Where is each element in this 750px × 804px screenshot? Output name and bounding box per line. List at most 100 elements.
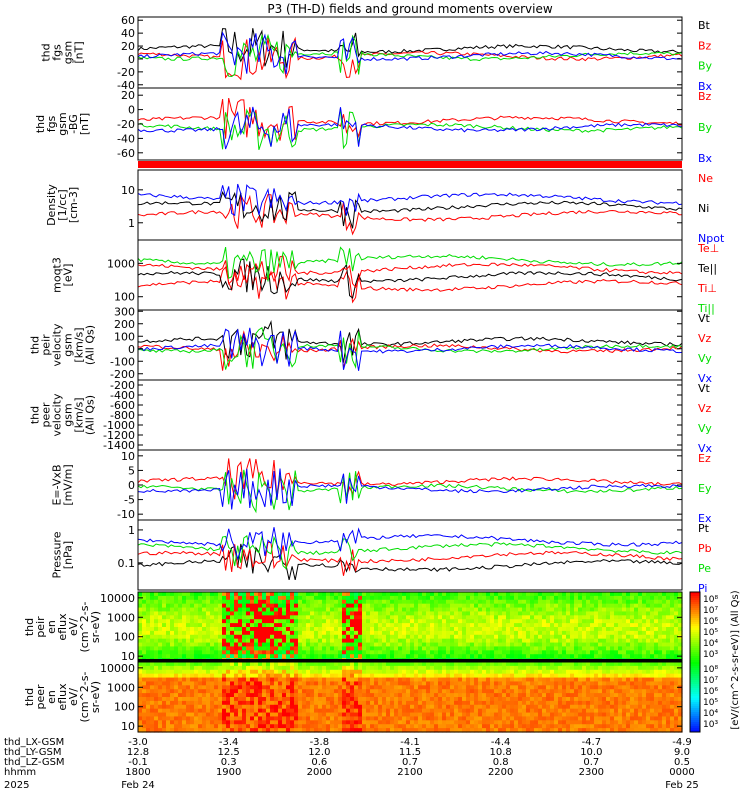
heatmap-cell: [626, 693, 631, 697]
heatmap-cell: [338, 701, 343, 705]
heatmap-cell: [394, 724, 399, 728]
heatmap-cell: [642, 724, 647, 728]
heatmap-cell: [202, 666, 207, 670]
heatmap-cell: [626, 631, 631, 635]
heatmap-cell: [614, 685, 619, 689]
heatmap-cell: [602, 713, 607, 717]
heatmap-cell: [654, 623, 659, 627]
heatmap-cell: [462, 611, 467, 615]
heatmap-cell: [182, 623, 187, 627]
heatmap-cell: [202, 608, 207, 612]
heatmap-cell: [406, 670, 411, 674]
heatmap-cell: [390, 608, 395, 612]
heatmap-cell: [366, 678, 371, 682]
heatmap-cell: [342, 678, 347, 682]
heatmap-cell: [554, 701, 559, 705]
heatmap-cell: [590, 662, 595, 666]
heatmap-cell: [378, 697, 383, 701]
heatmap-cell: [258, 685, 263, 689]
heatmap-cell: [202, 627, 207, 631]
heatmap-cell: [646, 701, 651, 705]
heatmap-cell: [298, 623, 303, 627]
heatmap-cell: [210, 639, 215, 643]
heatmap-cell: [642, 604, 647, 608]
heatmap-cell: [214, 615, 219, 619]
heatmap-cell: [422, 619, 427, 623]
heatmap-cell: [182, 666, 187, 670]
heatmap-cell: [342, 697, 347, 701]
heatmap-cell: [626, 646, 631, 650]
heatmap-cell: [610, 674, 615, 678]
heatmap-cell: [474, 689, 479, 693]
heatmap-cell: [310, 666, 315, 670]
heatmap-cell: [142, 674, 147, 678]
heatmap-cell: [258, 604, 263, 608]
heatmap-cell: [186, 627, 191, 631]
heatmap-cell: [438, 701, 443, 705]
heatmap-cell: [362, 701, 367, 705]
heatmap-cell: [278, 689, 283, 693]
heatmap-cell: [626, 654, 631, 658]
heatmap-cell: [414, 724, 419, 728]
heatmap-cell: [242, 713, 247, 717]
heatmap-cell: [378, 689, 383, 693]
heatmap-cell: [326, 654, 331, 658]
heatmap-cell: [486, 611, 491, 615]
y-axis-label: [nT]: [78, 113, 91, 135]
heatmap-cell: [354, 596, 359, 600]
heatmap-cell: [394, 689, 399, 693]
heatmap-cell: [186, 662, 191, 666]
heatmap-cell: [322, 611, 327, 615]
heatmap-cell: [394, 646, 399, 650]
heatmap-cell: [562, 720, 567, 724]
heatmap-cell: [418, 600, 423, 604]
heatmap-cell: [434, 720, 439, 724]
heatmap-cell: [594, 697, 599, 701]
heatmap-cell: [162, 674, 167, 678]
heatmap-cell: [194, 619, 199, 623]
heatmap-cell: [270, 720, 275, 724]
heatmap-cell: [650, 681, 655, 685]
heatmap-cell: [414, 674, 419, 678]
heatmap-cell: [350, 623, 355, 627]
heatmap-cell: [434, 650, 439, 654]
heatmap-cell: [490, 596, 495, 600]
heatmap-cell: [234, 720, 239, 724]
heatmap-cell: [650, 596, 655, 600]
heatmap-cell: [274, 592, 279, 596]
heatmap-cell: [178, 592, 183, 596]
heatmap-cell: [598, 600, 603, 604]
heatmap-cell: [614, 650, 619, 654]
heatmap-cell: [442, 650, 447, 654]
heatmap-cell: [370, 697, 375, 701]
heatmap-cell: [482, 627, 487, 631]
heatmap-cell: [314, 627, 319, 631]
legend-bz: Bz: [698, 90, 712, 103]
heatmap-cell: [414, 685, 419, 689]
heatmap-cell: [570, 654, 575, 658]
heatmap-cell: [414, 596, 419, 600]
heatmap-cell: [326, 681, 331, 685]
heatmap-cell: [186, 666, 191, 670]
heatmap-cell: [550, 619, 555, 623]
heatmap-cell: [406, 697, 411, 701]
heatmap-cell: [394, 674, 399, 678]
heatmap-cell: [438, 674, 443, 678]
heatmap-cell: [358, 709, 363, 713]
heatmap-cell: [454, 623, 459, 627]
heatmap-cell: [598, 705, 603, 709]
heatmap-cell: [614, 596, 619, 600]
heatmap-cell: [250, 646, 255, 650]
heatmap-cell: [566, 716, 571, 720]
heatmap-cell: [526, 615, 531, 619]
heatmap-cell: [162, 650, 167, 654]
heatmap-cell: [202, 724, 207, 728]
heatmap-cell: [446, 678, 451, 682]
heatmap-cell: [150, 662, 155, 666]
heatmap-cell: [298, 662, 303, 666]
heatmap-cell: [510, 713, 515, 717]
heatmap-cell: [282, 693, 287, 697]
heatmap-cell: [334, 681, 339, 685]
heatmap-cell: [606, 681, 611, 685]
heatmap-cell: [342, 720, 347, 724]
